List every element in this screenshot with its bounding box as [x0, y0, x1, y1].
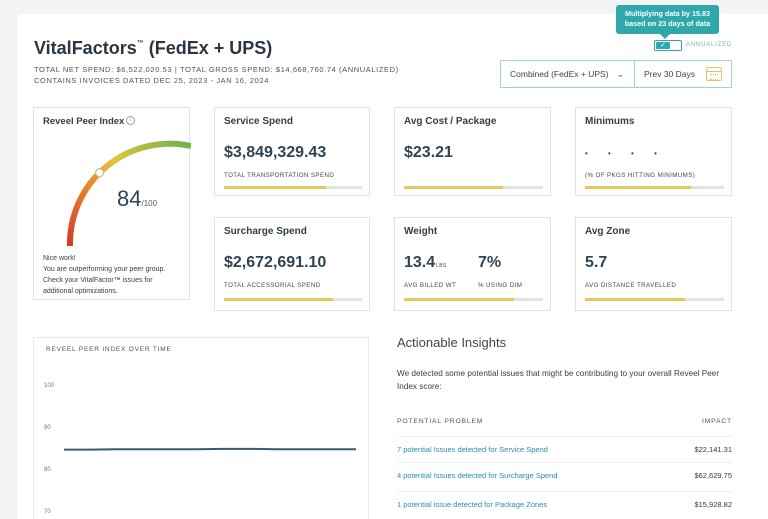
minimums-card[interactable]: Minimums • • • • (% OF PKGS HITTING MINI…	[575, 107, 732, 196]
avg-billed-weight-value: 13.4LBS	[404, 254, 447, 271]
avg-cost-bar	[404, 186, 543, 189]
column-header-problem: POTENTIAL PROBLEM	[397, 418, 484, 425]
y-tick-label: 70	[44, 509, 51, 515]
insight-row[interactable]: 7 potential Issues detected for Service …	[397, 436, 732, 460]
dim-percent-value: 7%	[478, 254, 502, 271]
peer-index-score: 84/100	[117, 186, 158, 211]
avg-zone-label: Avg Zone	[585, 226, 631, 237]
service-spend-value: $3,849,329.43	[224, 144, 327, 161]
avg-cost-label: Avg Cost / Package	[404, 116, 497, 127]
weight-bar	[404, 298, 543, 301]
annualize-tooltip: Multiplying data by 15.83 based on 23 da…	[616, 5, 719, 39]
column-header-impact: IMPACT	[702, 418, 732, 425]
check-icon: ✓	[656, 42, 670, 49]
weight-card[interactable]: Weight 13.4LBS 7% AVG BILLED WT % USING …	[394, 217, 551, 311]
chevron-down-icon: ⌄	[616, 69, 624, 79]
avg-cost-card[interactable]: Avg Cost / Package $23.21	[394, 107, 551, 196]
calendar-icon[interactable]	[706, 67, 722, 81]
trademark-mark: ™	[136, 40, 144, 47]
y-tick-label: 80	[44, 467, 51, 473]
avg-zone-value: 5.7	[585, 254, 608, 271]
service-spend-sub: TOTAL TRANSPORTATION SPEND	[224, 172, 335, 179]
insights-description: We detected some potential issues that m…	[397, 369, 720, 391]
service-spend-label: Service Spend	[224, 116, 293, 127]
minimums-bar	[585, 186, 724, 189]
surcharge-spend-bar	[224, 298, 362, 301]
insight-impact: $62,629.75	[694, 471, 732, 480]
dim-percent-sub: % USING DIM	[478, 282, 523, 289]
service-spend-card[interactable]: Service Spend $3,849,329.43 TOTAL TRANSP…	[214, 107, 370, 196]
insights-title: Actionable Insights	[397, 335, 507, 350]
insight-row[interactable]: 4 potential Issues detected for Surcharg…	[397, 462, 732, 486]
peer-index-label: Reveel Peer Index i	[43, 116, 136, 127]
insight-row[interactable]: 1 potential issue detected for Package Z…	[397, 491, 732, 515]
avg-zone-card[interactable]: Avg Zone 5.7 AVG DISTANCE TRAVELLED	[575, 217, 732, 311]
peer-index-chart: REVEEL PEER INDEX OVER TIME 100 90 80 70	[33, 337, 369, 519]
gauge-marker	[94, 168, 105, 178]
y-tick-label: 100	[44, 383, 55, 389]
minimums-label: Minimums	[585, 116, 635, 127]
avg-zone-bar	[585, 298, 724, 301]
surcharge-spend-sub: TOTAL ACCESSORIAL SPEND	[224, 282, 321, 289]
chart-title: REVEEL PEER INDEX OVER TIME	[46, 346, 172, 353]
weight-label: Weight	[404, 226, 438, 237]
info-icon[interactable]: i	[126, 116, 136, 125]
avg-cost-value: $23.21	[404, 144, 453, 161]
insight-impact: $22,141.31	[694, 445, 732, 454]
annualized-label: ANNUALIZED	[686, 42, 733, 48]
insight-link[interactable]: 7 potential Issues detected for Service …	[397, 445, 548, 454]
annualize-toggle[interactable]: ✓	[654, 40, 682, 51]
page-title: VitalFactors™ (FedEx + UPS)	[34, 38, 273, 58]
loading-dots: • • • •	[585, 149, 666, 158]
series-line	[64, 447, 356, 451]
service-spend-bar	[224, 186, 362, 189]
chart-plot: 100 90 80 70	[44, 383, 356, 515]
insight-link[interactable]: 1 potential issue detected for Package Z…	[397, 500, 548, 509]
date-range-select[interactable]: Prev 30 Days	[634, 60, 732, 88]
insight-link[interactable]: 4 potential Issues detected for Surcharg…	[397, 471, 558, 480]
invoice-date-range: CONTAINS INVOICES DATED DEC 25, 2023 - J…	[34, 76, 269, 85]
carrier-select[interactable]: Combined (FedEx + UPS) ⌄	[500, 60, 635, 88]
avg-zone-sub: AVG DISTANCE TRAVELLED	[585, 282, 677, 289]
peer-index-message: Nice work! You are outperforming your pe…	[33, 246, 190, 300]
minimums-sub: (% OF PKGS HITTING MINIMUMS)	[585, 172, 696, 179]
surcharge-spend-value: $2,672,691.10	[224, 254, 327, 271]
surcharge-spend-label: Surcharge Spend	[224, 226, 307, 237]
insight-impact: $15,928.82	[694, 500, 732, 509]
peer-index-gauge	[66, 140, 191, 247]
spend-summary: TOTAL NET SPEND: $6,522,020.53 | TOTAL G…	[34, 65, 399, 74]
avg-billed-weight-sub: AVG BILLED WT	[404, 282, 457, 289]
surcharge-spend-card[interactable]: Surcharge Spend $2,672,691.10 TOTAL ACCE…	[214, 217, 370, 311]
y-tick-label: 90	[44, 425, 51, 431]
